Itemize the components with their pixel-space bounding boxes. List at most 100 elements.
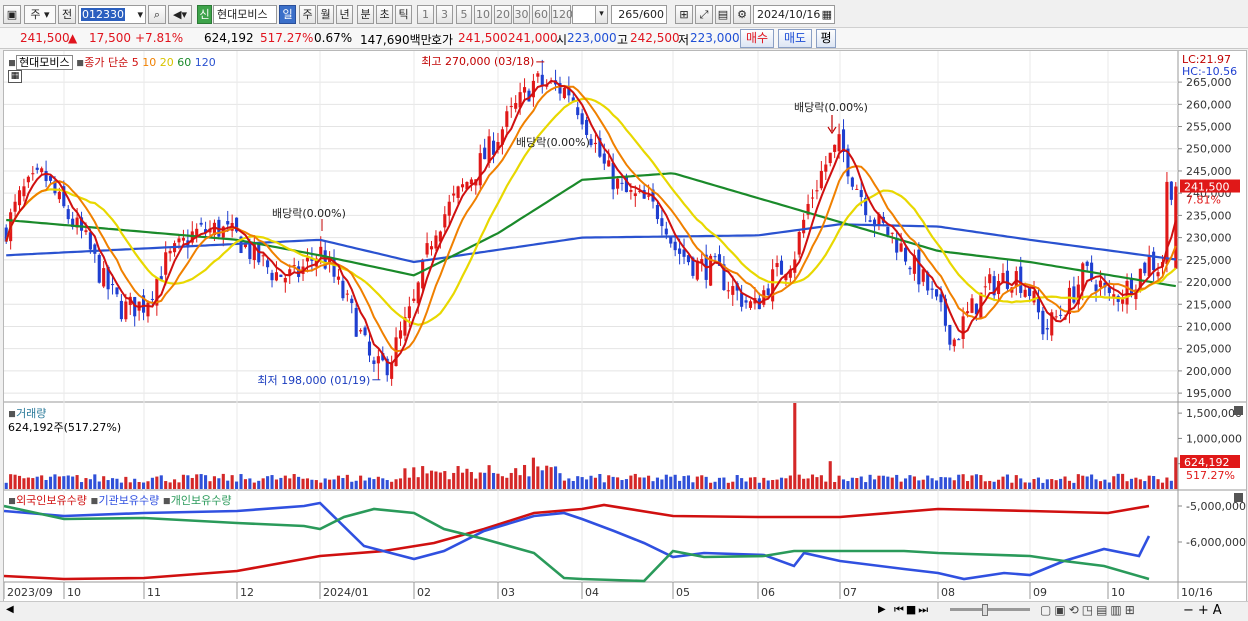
interval-button-1[interactable]: 3 [436, 5, 453, 24]
date-input[interactable]: 2024/10/16 ▦ [753, 5, 835, 24]
count-input[interactable]: 265/600 [611, 5, 667, 24]
candle-body [571, 97, 575, 102]
layout-icon[interactable]: ▣ [3, 5, 21, 24]
grid-icon[interactable]: ⊞ [675, 5, 693, 24]
volume-bar [726, 482, 730, 489]
crosshair-icon[interactable]: ⤢ [695, 5, 713, 24]
interval-button-0[interactable]: 1 [417, 5, 434, 24]
candle-body [79, 217, 84, 231]
volume-bar [57, 476, 61, 489]
volume-bar [137, 482, 141, 489]
interval-button-3[interactable]: 10 [474, 5, 492, 24]
prev-button[interactable]: 전 [58, 5, 76, 24]
tab-5[interactable]: 초 [376, 5, 393, 24]
candle-body [797, 232, 801, 255]
zoom-slider[interactable] [950, 608, 1030, 611]
candle-body [935, 289, 939, 297]
x-tick-label: 03 [501, 586, 515, 599]
calendar-icon[interactable]: ▦ [821, 8, 832, 21]
candle-body [505, 111, 509, 127]
volume-bar [695, 476, 699, 489]
candle-body [53, 180, 57, 194]
code-input[interactable]: 012330 ▾ [78, 5, 146, 24]
holdings-legend: ◾외국인보유수량 ◾기관보유수량 ◾개인보유수량 [8, 492, 232, 508]
volume-bar [500, 476, 504, 489]
scroll-left-icon[interactable]: ◀ [6, 604, 14, 615]
candle-body [416, 282, 420, 304]
speaker-icon[interactable]: ◀▾ [168, 5, 192, 24]
candle-body [142, 295, 146, 313]
candle-body [305, 257, 310, 262]
candle-body [88, 232, 92, 250]
volume-bar [961, 474, 965, 489]
interval-button-4[interactable]: 20 [494, 5, 512, 24]
interval-button-2[interactable]: 5 [456, 5, 472, 24]
volume-bar [257, 480, 261, 489]
volume-bar [607, 475, 611, 489]
dividend-label: 배당락(0.00%) [794, 101, 868, 114]
volume-bar [469, 472, 473, 489]
volume-bar [602, 482, 606, 489]
save-icon[interactable]: ▤ [715, 5, 731, 24]
sell-button[interactable]: 매도 [778, 29, 812, 48]
tab-3[interactable]: 년 [336, 5, 353, 24]
candle-body [531, 80, 535, 98]
tab-0[interactable]: 일 [279, 5, 296, 24]
volume-bar [735, 475, 739, 489]
x-tick-label: 06 [761, 586, 775, 599]
zoom-controls-icon[interactable]: −+A [1183, 603, 1226, 618]
volume-bar [279, 477, 283, 489]
play-icon[interactable]: ▶ [878, 604, 886, 615]
chart-area[interactable]: 265,000 260,000 255,000 250,000 245,000 240,0… [3, 50, 1247, 620]
candle-body [363, 327, 367, 336]
volume-bar [350, 481, 354, 489]
interval-button-7[interactable]: 120 [551, 5, 573, 24]
volume-bar [1125, 481, 1129, 489]
candle-body [319, 246, 323, 256]
volume-bar [540, 470, 544, 489]
holdings-tick-label: -6,000,000 [1186, 536, 1246, 549]
period-select-value: 주 [30, 8, 41, 21]
price-tick-label: 250,000 [1186, 143, 1232, 156]
candle-body [1054, 316, 1058, 318]
stock-name-field[interactable]: 현대모비스 [213, 5, 277, 24]
candle-body [607, 160, 611, 167]
volume-bar [1152, 475, 1156, 489]
candle-body [655, 205, 660, 220]
chevron-down-icon[interactable]: ▾ [137, 8, 143, 21]
tab-4[interactable]: 분 [357, 5, 374, 24]
legend-bullet-icon: ◾ [76, 56, 85, 69]
volume-bar [288, 478, 292, 489]
chart-tools-icon[interactable]: ▢▣⟲◳▤▥⊞ [1040, 603, 1138, 617]
volume-bar [102, 476, 106, 489]
volume-bar [301, 478, 305, 489]
tab-2[interactable]: 월 [317, 5, 334, 24]
buy-button[interactable]: 매수 [740, 29, 774, 48]
price-tick-label: 225,000 [1186, 254, 1232, 267]
chevron-down-icon[interactable]: ▾ [595, 5, 608, 24]
volume-bar [460, 472, 465, 489]
candle-body [367, 341, 372, 356]
tab-1[interactable]: 주 [299, 5, 316, 24]
hc-label: HC:-10.56 [1182, 65, 1237, 78]
interval-button-6[interactable]: 60 [532, 5, 550, 24]
tab-6[interactable]: 틱 [395, 5, 412, 24]
eval-button[interactable]: 평 [816, 29, 836, 48]
candle-body [686, 255, 691, 263]
period-select[interactable]: 주 ▾ [24, 5, 56, 24]
zoom-slider-handle[interactable] [982, 604, 988, 616]
volume-bar [341, 478, 345, 489]
volume-bar [66, 475, 70, 489]
gear-icon[interactable]: ⚙ [733, 5, 751, 24]
candle-body [456, 186, 460, 198]
chart-canvas[interactable]: 265,000260,000255,000250,000245,000240,0… [3, 51, 1246, 619]
playback-controls-icon[interactable]: ⏮■⏭ [894, 603, 931, 616]
candle-body [616, 178, 620, 189]
volume-bar [221, 473, 225, 489]
interval-button-5[interactable]: 30 [513, 5, 530, 24]
volume-bar [465, 468, 469, 489]
foreign-holding-line [3, 503, 1150, 581]
search-icon[interactable]: ⌕ [148, 5, 166, 24]
volume-bar [146, 481, 150, 489]
calculator-icon[interactable]: ▦ [8, 70, 22, 83]
